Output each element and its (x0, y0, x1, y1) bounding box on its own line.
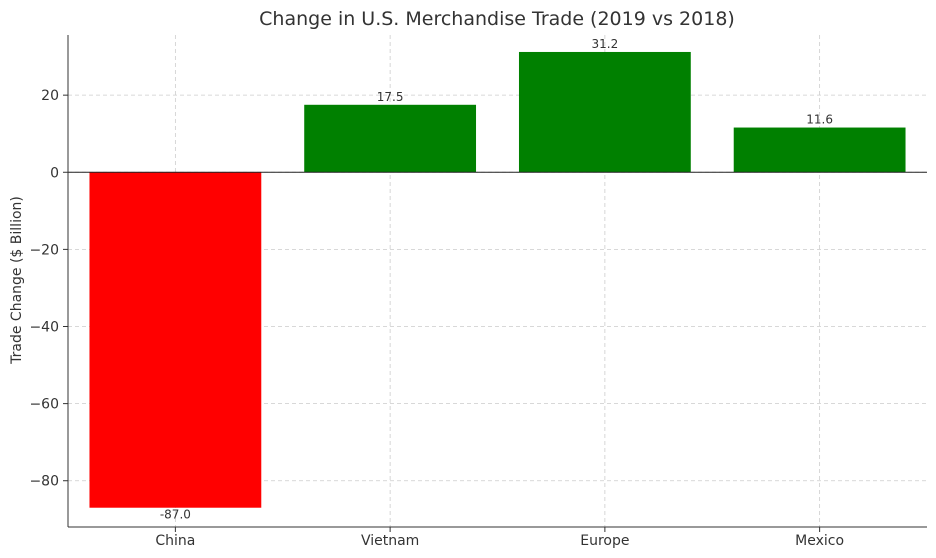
bar-layer (89, 51, 906, 508)
x-tick-label-europe: Europe (580, 533, 629, 549)
data-label-mexico: 11.6 (806, 113, 833, 127)
x-tick-label-china: China (155, 533, 195, 549)
y-axis-label: Trade Change ($ Billion) (9, 196, 25, 365)
bar-europe (518, 51, 691, 173)
bar-vietnam (304, 104, 477, 173)
y-tick-label: −80 (29, 474, 59, 490)
x-tick-label-mexico: Mexico (795, 533, 844, 549)
y-tick-label: −60 (29, 397, 59, 413)
bar-mexico (733, 127, 906, 173)
chart-title: Change in U.S. Merchandise Trade (2019 v… (259, 8, 735, 30)
data-label-china: -87.0 (160, 508, 191, 522)
bar-china (89, 172, 262, 508)
x-tick-label-vietnam: Vietnam (361, 533, 419, 549)
data-label-layer: -87.0 17.5 31.2 11.6 (160, 37, 833, 522)
y-tick-label: 20 (41, 88, 59, 104)
y-tick-label: −20 (29, 242, 59, 258)
y-tick-label: −40 (29, 319, 59, 335)
data-label-vietnam: 17.5 (377, 90, 404, 104)
axis-layer: 20 0 −20 −40 −60 −80 China Vietnam Europe Mexico (29, 35, 927, 549)
data-label-europe: 31.2 (592, 37, 619, 51)
y-tick-label: 0 (50, 165, 59, 181)
